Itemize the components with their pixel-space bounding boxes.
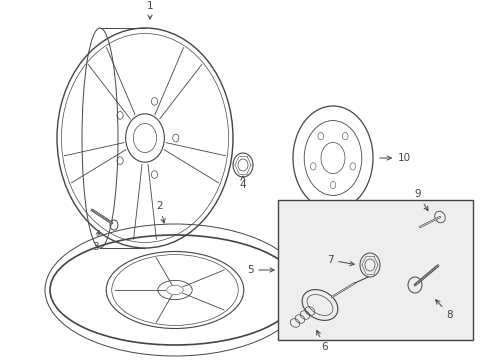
Text: 7: 7	[326, 255, 353, 266]
Text: 9: 9	[414, 189, 427, 211]
Bar	[278, 200, 472, 340]
Text: 4: 4	[239, 176, 246, 190]
Text: 8: 8	[435, 300, 452, 320]
Text: 3: 3	[92, 231, 100, 252]
Text: 1: 1	[146, 1, 153, 19]
Text: 6: 6	[316, 330, 327, 352]
Text: 2: 2	[156, 201, 165, 223]
Text: 5: 5	[246, 265, 274, 275]
Text: 10: 10	[379, 153, 410, 163]
